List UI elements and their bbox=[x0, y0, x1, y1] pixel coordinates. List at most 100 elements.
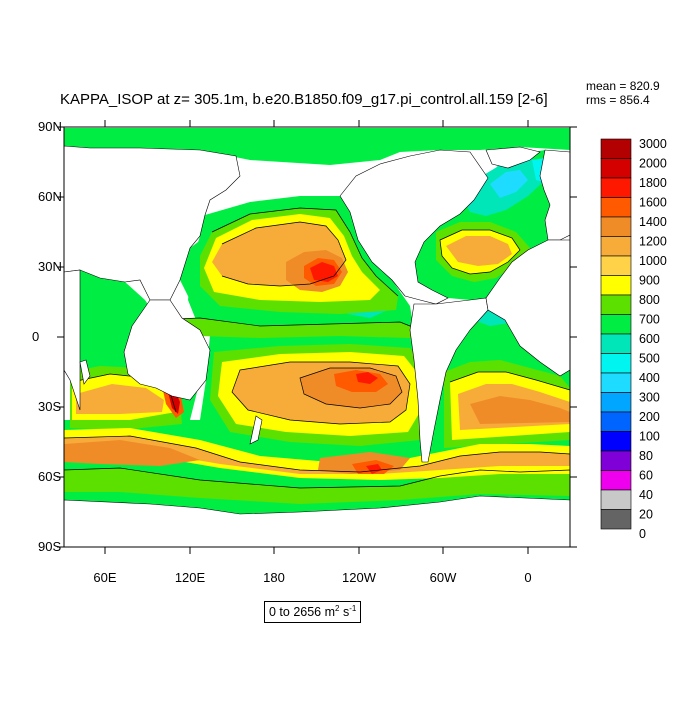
range-exponent-s: -1 bbox=[349, 603, 357, 613]
mean-stat: mean = 820.9 bbox=[586, 79, 660, 93]
land-greenland bbox=[485, 146, 541, 169]
sp-gyre-core bbox=[356, 372, 378, 384]
colorbar-swatch bbox=[600, 411, 632, 432]
colorbar-label: 700 bbox=[639, 313, 660, 327]
range-text: 0 to 2656 m bbox=[269, 605, 336, 619]
land-eurasia bbox=[64, 145, 241, 301]
contour-equatorial bbox=[149, 317, 421, 331]
colorbar-swatch bbox=[600, 294, 632, 315]
labrador-sea-core bbox=[490, 170, 528, 198]
y-tick-label: 30N bbox=[38, 259, 62, 274]
y-tick-label: 0 bbox=[32, 329, 39, 344]
x-tick-labels: 60E 120E 180 120W 60W 0 bbox=[93, 570, 531, 585]
colorbar-label: 1800 bbox=[639, 176, 667, 190]
colorbar-label: 200 bbox=[639, 410, 660, 424]
x-tick-label: 180 bbox=[263, 570, 285, 585]
colorbar-label: 300 bbox=[639, 391, 660, 405]
land-africa-west bbox=[64, 269, 81, 411]
colorbar-label: 400 bbox=[639, 371, 660, 385]
y-tick-label: 60S bbox=[38, 469, 61, 484]
ocean-arctic bbox=[64, 128, 570, 165]
contour-na bbox=[439, 229, 521, 275]
southern-band-1000 bbox=[64, 436, 570, 474]
x-tick-label: 60E bbox=[93, 570, 116, 585]
x-tick-label: 60W bbox=[430, 570, 457, 585]
x-tick-label: 120E bbox=[175, 570, 206, 585]
land-masks bbox=[64, 145, 570, 547]
contour-sp bbox=[231, 361, 411, 425]
colorbar-label: 2000 bbox=[639, 157, 667, 171]
colorbar-label: 1400 bbox=[639, 215, 667, 229]
colorbar-label: 1200 bbox=[639, 235, 667, 249]
indian-southern-1200 bbox=[64, 440, 200, 466]
land-europe bbox=[539, 149, 570, 241]
colorbar-swatch bbox=[600, 489, 632, 510]
land-madagascar bbox=[79, 359, 91, 385]
colorbar-swatch bbox=[600, 392, 632, 413]
colorbar-label: 40 bbox=[639, 488, 653, 502]
colorbar bbox=[600, 138, 632, 530]
x-tick-label: 0 bbox=[524, 570, 531, 585]
colorbar-label: 1000 bbox=[639, 254, 667, 268]
pacific-southern-core bbox=[366, 464, 382, 474]
colorbar-label: 100 bbox=[639, 430, 660, 444]
range-exponent-m: 2 bbox=[335, 603, 340, 613]
contour-southern-2 bbox=[64, 467, 570, 489]
contour-lines bbox=[64, 207, 570, 489]
colorbar-swatch bbox=[600, 353, 632, 374]
colorbar-label: 1600 bbox=[639, 196, 667, 210]
colorbar-swatch bbox=[600, 255, 632, 276]
colorbar-label: 3000 bbox=[639, 137, 667, 151]
land-africa bbox=[485, 239, 570, 377]
y-tick-label: 60N bbox=[38, 189, 62, 204]
colorbar-swatch bbox=[600, 333, 632, 354]
land-new-zealand bbox=[249, 415, 263, 445]
y-tick-label: 90N bbox=[38, 119, 62, 134]
map-field bbox=[64, 127, 570, 547]
rms-stat: rms = 856.4 bbox=[586, 93, 650, 107]
equatorial-band-800 bbox=[150, 318, 420, 338]
sa-gyre-1200 bbox=[470, 396, 570, 424]
na-gyre-1000 bbox=[446, 236, 512, 266]
y-tick-labels: 90N 60N 30N 0 30S 60S 90S bbox=[32, 119, 62, 554]
colorbar-swatch bbox=[600, 216, 632, 237]
colorbar-label: 20 bbox=[639, 508, 653, 522]
land-south-america bbox=[409, 297, 489, 463]
map-title: KAPPA_ISOP at z= 305.1m, b.e20.B1850.f09… bbox=[60, 91, 548, 108]
contour-np-2 bbox=[221, 221, 347, 287]
colorbar-label: 600 bbox=[639, 332, 660, 346]
colorbar-swatch bbox=[600, 177, 632, 198]
contour-sp-2 bbox=[299, 367, 403, 409]
axis-ticks bbox=[57, 120, 577, 554]
colorbar-labels: 3000200018001600140012001000900800700600… bbox=[639, 137, 667, 541]
colorbar-label: 60 bbox=[639, 469, 653, 483]
colorbar-swatch bbox=[600, 431, 632, 452]
contour-southern bbox=[64, 435, 570, 473]
x-tick-label: 120W bbox=[342, 570, 377, 585]
colorbar-swatch bbox=[600, 158, 632, 179]
contour-sa bbox=[449, 371, 570, 391]
y-tick-label: 30S bbox=[38, 399, 61, 414]
colorbar-swatch bbox=[600, 275, 632, 296]
colorbar-swatch bbox=[600, 197, 632, 218]
colorbar-swatch bbox=[600, 470, 632, 491]
colorbar-swatch bbox=[600, 372, 632, 393]
colorbar-swatch bbox=[600, 314, 632, 335]
land-antarctica bbox=[64, 495, 570, 547]
land-australia bbox=[123, 299, 211, 401]
colorbar-label: 500 bbox=[639, 352, 660, 366]
range-text-s: s bbox=[339, 605, 350, 619]
data-range-box: 0 to 2656 m2 s-1 bbox=[264, 601, 362, 623]
y-tick-label: 90S bbox=[38, 539, 61, 554]
colorbar-label: 900 bbox=[639, 274, 660, 288]
colorbar-label: 800 bbox=[639, 293, 660, 307]
colorbar-label: 80 bbox=[639, 449, 653, 463]
colorbar-swatch bbox=[600, 138, 632, 159]
land-north-america bbox=[339, 149, 489, 305]
colorbar-swatch bbox=[600, 236, 632, 257]
colorbar-swatch bbox=[600, 450, 632, 471]
colorbar-label: 0 bbox=[639, 527, 646, 541]
contour-np bbox=[211, 207, 399, 297]
